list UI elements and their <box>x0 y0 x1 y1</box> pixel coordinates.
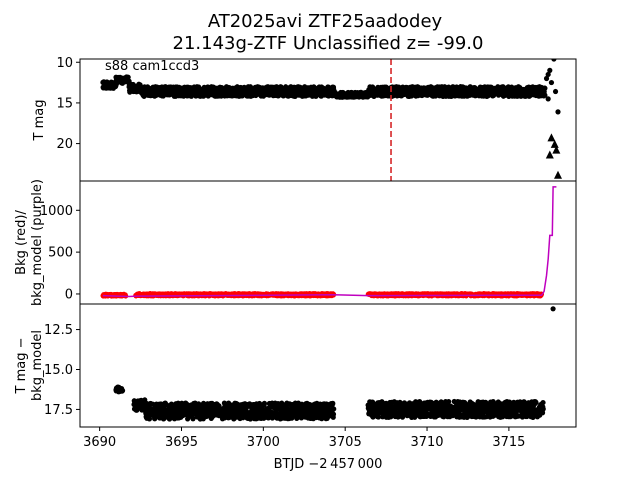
chart-title-line1: AT2025avi ZTF25aadodey <box>208 11 443 32</box>
data-point <box>542 92 548 98</box>
background-model-line <box>102 186 557 298</box>
data-point <box>190 416 196 422</box>
flare-point <box>548 79 555 86</box>
y-axis-label: bkg_model (purple) <box>30 179 45 306</box>
flare-point <box>547 67 553 73</box>
y-tick-label: 15 <box>56 96 73 111</box>
flare-point <box>542 85 548 91</box>
upper-limit-marker <box>547 133 556 142</box>
y-tick-label: 20 <box>56 137 73 152</box>
upper-limit-marker <box>545 150 554 159</box>
data-point <box>119 387 126 394</box>
data-point <box>261 400 268 406</box>
flare-point <box>555 109 561 115</box>
data-point <box>146 416 153 422</box>
y-axis-label: T mag <box>32 100 47 142</box>
y-axis-label: Bkg (red)/ <box>14 210 29 275</box>
data-point <box>446 398 452 405</box>
flare-point <box>543 75 550 82</box>
y-tick-label: 0 <box>65 287 73 302</box>
data-point <box>331 406 337 412</box>
flare-point <box>552 88 559 95</box>
plot-area <box>113 306 556 422</box>
plot-area <box>100 59 562 181</box>
data-point <box>375 414 382 420</box>
chart-title-line2: 21.143g-ZTF Unclassified z= -99.0 <box>173 33 484 54</box>
data-point <box>330 411 337 417</box>
data-point <box>125 74 131 80</box>
plot-area <box>100 186 557 299</box>
sector-annotation: s88 cam1ccd3 <box>105 59 199 74</box>
y-tick-label: 10 <box>56 56 73 71</box>
magnitude-panel: 10 15 20 T mag s88 cam1ccd3 <box>32 56 577 182</box>
y-tick-label: 1000 <box>40 204 73 219</box>
background-panel: 0 500 1000 Bkg (red)/bkg_model (purple) <box>14 179 577 306</box>
upper-limit-marker <box>550 139 559 148</box>
flare-point <box>545 71 551 78</box>
upper-limit-marker <box>552 145 561 154</box>
flare-point <box>545 96 551 102</box>
corrected-magnitude-panel: 12.515.017.5T mag − bkg_model <box>14 303 577 428</box>
data-point <box>330 400 336 406</box>
y-tick-label: 500 <box>48 246 73 261</box>
upper-limit-marker <box>553 170 562 179</box>
flare-point <box>551 59 557 62</box>
